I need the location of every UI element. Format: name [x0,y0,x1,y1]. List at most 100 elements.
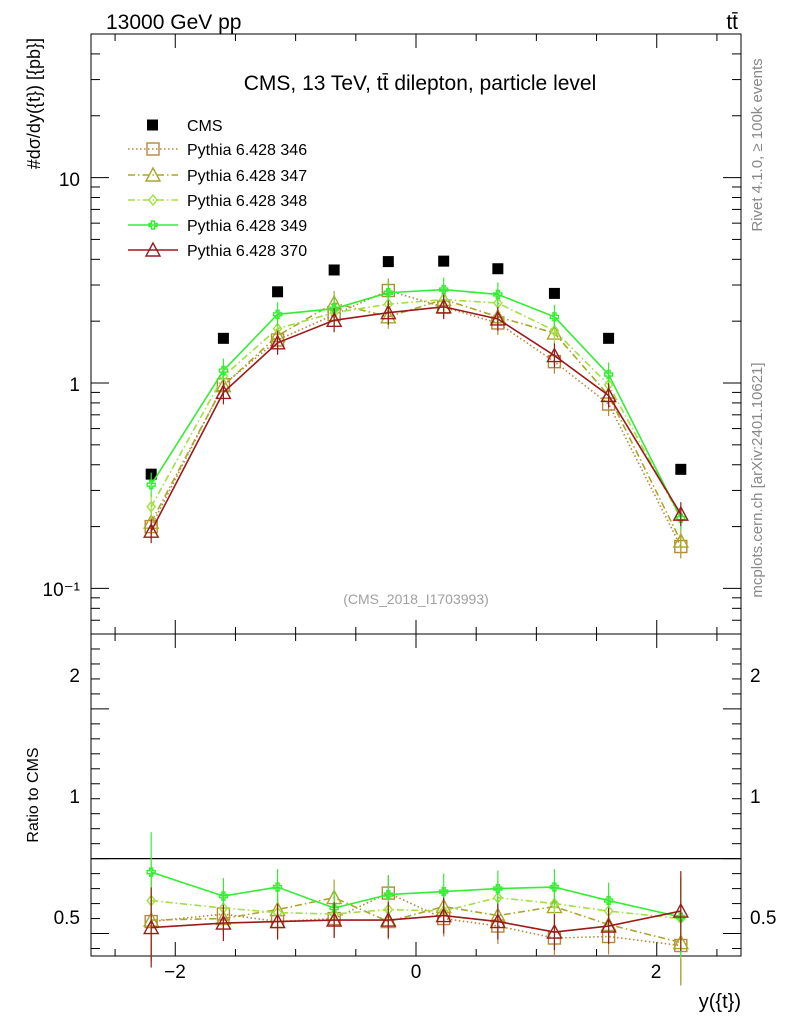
legend-label-347: Pythia 6.428 347 [187,168,307,185]
ratio-line-0 [151,892,681,947]
ratio-line-2 [151,896,681,920]
rivet-version-label: Rivet 4.1.0, ≥ 100k events [749,58,766,231]
x-tick-label-0: 0 [411,962,422,983]
cms-data-point [603,332,615,344]
analysis-watermark: (CMS_2018_I1703993) [343,591,489,607]
series-marker-4 [329,303,339,314]
series-marker-2 [672,532,689,548]
series-marker-5 [325,311,343,327]
series-marker-4 [603,369,614,380]
x-axis-title: y({t}) [699,991,741,1013]
ratio-line-1 [151,896,682,944]
legend-marker-5 [144,241,162,257]
mcplots-label: mcplots.cern.ch [arXiv:2401.10621] [749,362,766,597]
main-y-axis-title: #dσ/dy({t}) [{pb}] [24,38,44,169]
series-marker-4 [272,309,283,320]
series-marker-5 [215,383,232,400]
ratio-marker-3 [383,889,394,900]
series-marker-4 [493,289,503,300]
ratio-tick-label-0p5-left: 0.5 [54,908,80,929]
cms-data-point [217,332,229,344]
series-line-1 [150,289,682,547]
y-tick-label-10: 10 [59,170,80,191]
ratio-line-4 [151,910,681,933]
ratio-marker-4 [546,923,563,939]
series-marker-4 [549,312,560,322]
ratio-marker-3 [549,882,560,892]
legend-label-370: Pythia 6.428 370 [187,243,307,260]
series-marker-5 [269,334,286,350]
ratio-tick-label-1-left: 1 [69,787,80,808]
legend-label-348: Pythia 6.428 348 [187,193,307,210]
ratio-marker-3 [676,912,686,922]
ratio-marker-4 [269,913,286,929]
cms-data-point [272,286,284,298]
cms-data-point [675,463,687,475]
legend-marker-1 [146,142,160,156]
ratio-marker-4 [435,907,452,923]
ratio-tick-label-1-right: 1 [750,787,761,808]
ratio-marker-4 [600,917,617,933]
header-process-label: tt̄ [726,11,738,34]
series-marker-4 [383,288,394,298]
legend-label-cms: CMS [187,118,223,135]
plot-title: CMS, 13 TeV, tt̄ dilepton, particle leve… [244,72,597,95]
series-marker-5 [672,505,689,521]
ratio-marker-3 [493,883,503,894]
series-marker-5 [380,304,397,320]
ratio-marker-3 [146,867,156,877]
x-tick-label-minus2: −2 [164,962,186,983]
ratio-marker-4 [380,911,397,927]
ratio-plot-frame [90,633,742,957]
ratio-y-axis-title: Ratio to CMS [25,747,42,842]
ratio-tick-label-0p5-right: 0.5 [750,908,776,929]
series-marker-4 [438,284,449,295]
ratio-marker-2 [549,897,560,910]
series-marker-3 [146,500,157,513]
ratio-series-group [143,832,689,986]
series-marker-5 [546,347,563,363]
ratio-tick-label-2-left: 2 [69,666,80,687]
ratio-marker-4 [325,911,343,927]
series-marker-4 [146,479,156,490]
ratio-marker-3 [329,903,339,913]
series-line-3 [150,298,682,519]
legend-marker-2 [144,166,162,182]
series-marker-4 [218,365,229,376]
ratio-marker-4 [215,914,232,930]
y-tick-label-0p1: 10⁻¹ [43,580,81,601]
ratio-marker-4 [672,902,689,918]
cms-data-point [328,264,340,276]
series-marker-3 [549,324,560,337]
main-series-group [143,255,689,559]
series-line-5 [150,305,682,532]
series-marker-5 [435,298,452,314]
cms-data-point [438,255,450,267]
y-tick-label-1: 1 [69,375,80,396]
axis-ticks [91,33,741,956]
legend-markers [128,119,178,257]
legend-label-346: Pythia 6.428 346 [187,142,307,159]
ratio-line-3 [150,871,681,918]
series-marker-5 [600,386,617,403]
header-energy-label: 13000 GeV pp [106,11,241,34]
legend-marker-3 [148,193,158,207]
series-line-2 [150,298,682,542]
ratio-marker-4 [143,919,160,935]
ratio-marker-3 [272,882,283,892]
cms-data-point [382,256,394,268]
x-tick-label-2: 2 [651,962,662,983]
ratio-marker-3 [603,895,614,906]
cms-data-point [548,287,560,299]
legend-marker-4 [148,220,158,230]
cms-data-point [492,263,504,275]
series-marker-5 [143,522,160,538]
series-marker-5 [489,310,507,326]
ratio-tick-label-2-right: 2 [750,666,761,687]
series-line-4 [150,288,682,519]
ratio-marker-3 [438,886,449,897]
legend-label-349: Pythia 6.428 349 [187,218,307,235]
ratio-marker-3 [218,891,229,901]
ratio-marker-4 [489,913,507,929]
